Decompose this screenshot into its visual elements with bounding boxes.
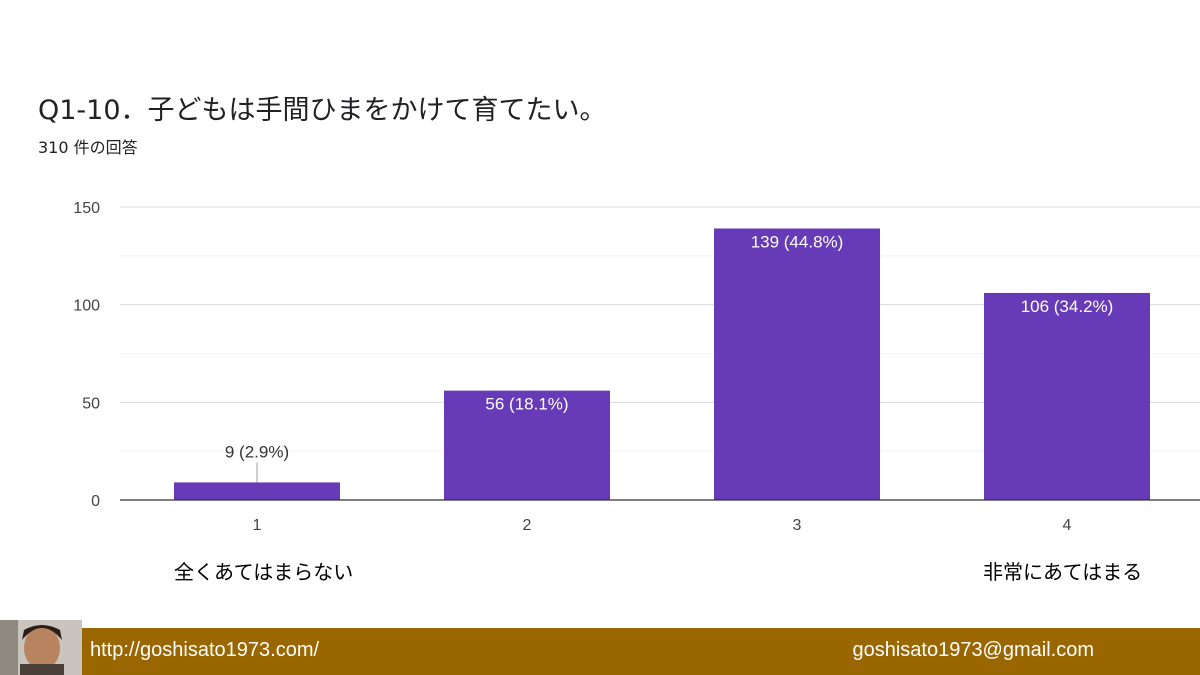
y-tick-label: 0 [91, 493, 100, 510]
data-label: 9 (2.9%) [225, 442, 289, 461]
x-tick-label: 2 [523, 517, 532, 534]
x-tick-label: 3 [793, 517, 802, 534]
y-tick-label: 150 [73, 200, 100, 217]
data-label: 106 (34.2%) [1021, 297, 1114, 316]
scale-low-label: 全くあてはまらない [174, 560, 354, 584]
response-count: 310 件の回答 [38, 138, 138, 157]
footer-bar: http://goshisato1973.com/ goshisato1973@… [0, 628, 1200, 675]
bar [984, 292, 1150, 500]
email-address[interactable]: goshisato1973@gmail.com [852, 639, 1094, 661]
y-tick-label: 50 [82, 395, 100, 412]
website-link[interactable]: http://goshisato1973.com/ [90, 639, 320, 661]
x-tick-label: 4 [1063, 517, 1072, 534]
x-tick-label: 1 [253, 517, 262, 534]
scale-high-label: 非常にあてはまる [983, 560, 1143, 584]
chart-title: Q1-10．子どもは手間ひまをかけて育てたい。 [38, 95, 607, 126]
avatar [0, 620, 82, 675]
bar [714, 228, 880, 500]
bar [444, 390, 610, 500]
data-label: 139 (44.8%) [751, 232, 844, 251]
bar-chart: 0 50 100 150 9 (2.9%) 1 56 (18.1%) 2 139 (44.8%)… [73, 200, 1200, 534]
bar [174, 482, 340, 500]
y-tick-label: 100 [73, 298, 100, 315]
data-label: 56 (18.1%) [485, 395, 568, 414]
